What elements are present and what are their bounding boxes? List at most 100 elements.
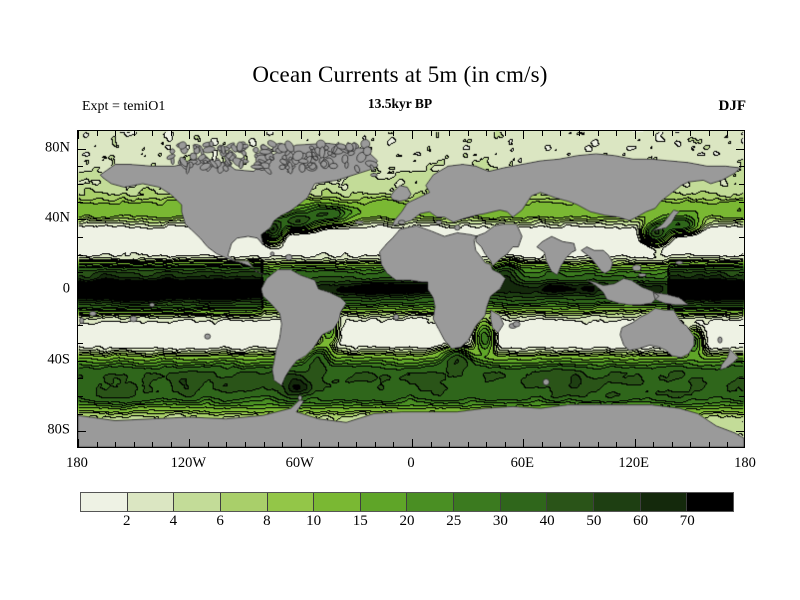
axis-tick-mark (78, 184, 83, 185)
axis-tick-mark (579, 442, 580, 447)
axis-tick-mark (226, 131, 228, 136)
axis-tick-mark (170, 131, 172, 136)
figure-subtitle: 13.5kyr BP (367, 96, 433, 111)
axis-tick-mark (319, 131, 321, 136)
x-axis-tick-label: 180 (734, 455, 756, 471)
y-axis-labels: 80N 40N 0 40S 80S (0, 130, 70, 448)
axis-tick-mark (739, 237, 744, 238)
axis-tick-mark (226, 442, 228, 447)
axis-tick-mark (115, 442, 117, 447)
y-axis-tick-label: 80N (45, 139, 70, 156)
y-axis-tick-label: 80S (47, 421, 70, 438)
axis-tick-mark (708, 442, 710, 447)
axis-tick-mark (653, 442, 655, 447)
axis-tick-mark (300, 439, 302, 447)
axis-tick-mark (393, 131, 395, 136)
colorbar-tick-label: 30 (492, 513, 508, 529)
axis-tick-mark (449, 442, 451, 447)
axis-tick-mark (579, 131, 580, 136)
axis-tick-mark (356, 442, 358, 447)
colorbar-cell (359, 493, 407, 511)
axis-tick-mark (337, 131, 339, 136)
axis-tick-mark (263, 131, 265, 136)
y-axis-tick-label: 0 (62, 280, 70, 297)
x-axis-tick-label: 120W (170, 455, 207, 471)
axis-tick-mark (739, 325, 744, 327)
map-plot-area (77, 130, 745, 448)
axis-tick-mark (736, 431, 744, 433)
axis-tick-mark (541, 131, 543, 136)
axis-tick-mark (560, 442, 562, 447)
axis-tick-mark (78, 307, 83, 309)
axis-tick-mark (736, 148, 744, 150)
axis-tick-mark (634, 439, 636, 447)
axis-tick-mark (207, 442, 209, 447)
axis-tick-mark (78, 148, 86, 150)
experiment-label: Expt = temiO1 (82, 99, 166, 114)
colorbar-cell (453, 493, 500, 511)
axis-tick-mark (78, 343, 83, 344)
axis-tick-mark (739, 378, 744, 380)
axis-tick-mark (541, 442, 543, 447)
y-axis-tick-label: 40N (45, 209, 70, 226)
axis-tick-mark (616, 131, 618, 136)
axis-tick-mark (430, 442, 432, 447)
x-axis-tick-label: 60E (510, 455, 535, 471)
axis-tick-mark (152, 131, 154, 136)
axis-tick-mark (282, 442, 284, 447)
axis-tick-mark (189, 439, 191, 447)
axis-tick-mark (739, 254, 744, 256)
axis-tick-mark (671, 442, 673, 447)
axis-tick-mark (245, 442, 246, 447)
axis-tick-mark (504, 131, 506, 136)
y-axis-tick-label: 40S (47, 351, 70, 368)
axis-tick-mark (78, 166, 83, 168)
colorbar-cell (686, 493, 733, 511)
colorbar-cell (173, 493, 220, 511)
x-axis-tick-label: 0 (407, 455, 415, 471)
axis-tick-mark (690, 131, 692, 136)
axis-tick-mark (319, 442, 321, 447)
axis-tick-mark (412, 439, 413, 447)
axis-tick-mark (78, 237, 83, 238)
colorbar-tick-label: 2 (122, 513, 131, 529)
colorbar-tick-label: 15 (352, 513, 368, 529)
axis-tick-mark (690, 442, 692, 447)
axis-tick-mark (78, 201, 83, 203)
axis-tick-mark (207, 131, 209, 136)
colorbar-tick-label: 20 (399, 513, 415, 529)
axis-tick-mark (504, 442, 506, 447)
axis-tick-mark (708, 131, 710, 136)
page-title: Ocean Currents at 5m (in cm/s) (252, 62, 548, 87)
axis-tick-mark (449, 131, 451, 136)
x-axis-tick-label: 60W (285, 455, 314, 471)
colorbar-cell (593, 493, 640, 511)
axis-tick-mark (337, 442, 339, 447)
axis-tick-mark (671, 131, 673, 136)
axis-tick-mark (486, 131, 488, 136)
x-axis-tick-label: 180 (66, 455, 88, 471)
x-axis-tick-label: 120E (618, 455, 649, 471)
axis-tick-mark (78, 290, 86, 291)
axis-tick-mark (523, 439, 525, 447)
colorbar-tick-label: 40 (539, 513, 555, 529)
axis-tick-mark (78, 439, 79, 447)
axis-tick-mark (467, 442, 469, 447)
axis-tick-mark (78, 325, 83, 327)
axis-tick-mark (374, 131, 376, 136)
axis-tick-mark (736, 290, 744, 291)
axis-tick-mark (616, 442, 618, 447)
axis-tick-mark (78, 378, 83, 380)
colorbar-tick-label: 25 (446, 513, 462, 529)
season-label: DJF (718, 98, 747, 114)
axis-tick-mark (133, 131, 135, 136)
axis-tick-mark (486, 442, 488, 447)
colorbar-tick-label: 70 (679, 513, 695, 529)
colorbar-tick-label: 60 (633, 513, 649, 529)
axis-tick-mark (245, 131, 246, 136)
axis-tick-mark (356, 131, 358, 136)
axis-tick-mark (78, 272, 83, 274)
axis-tick-mark (133, 442, 135, 447)
x-axis-labels: 180 120W 60W 0 60E 120E 180 (0, 455, 800, 477)
colorbar-cell (219, 493, 267, 511)
